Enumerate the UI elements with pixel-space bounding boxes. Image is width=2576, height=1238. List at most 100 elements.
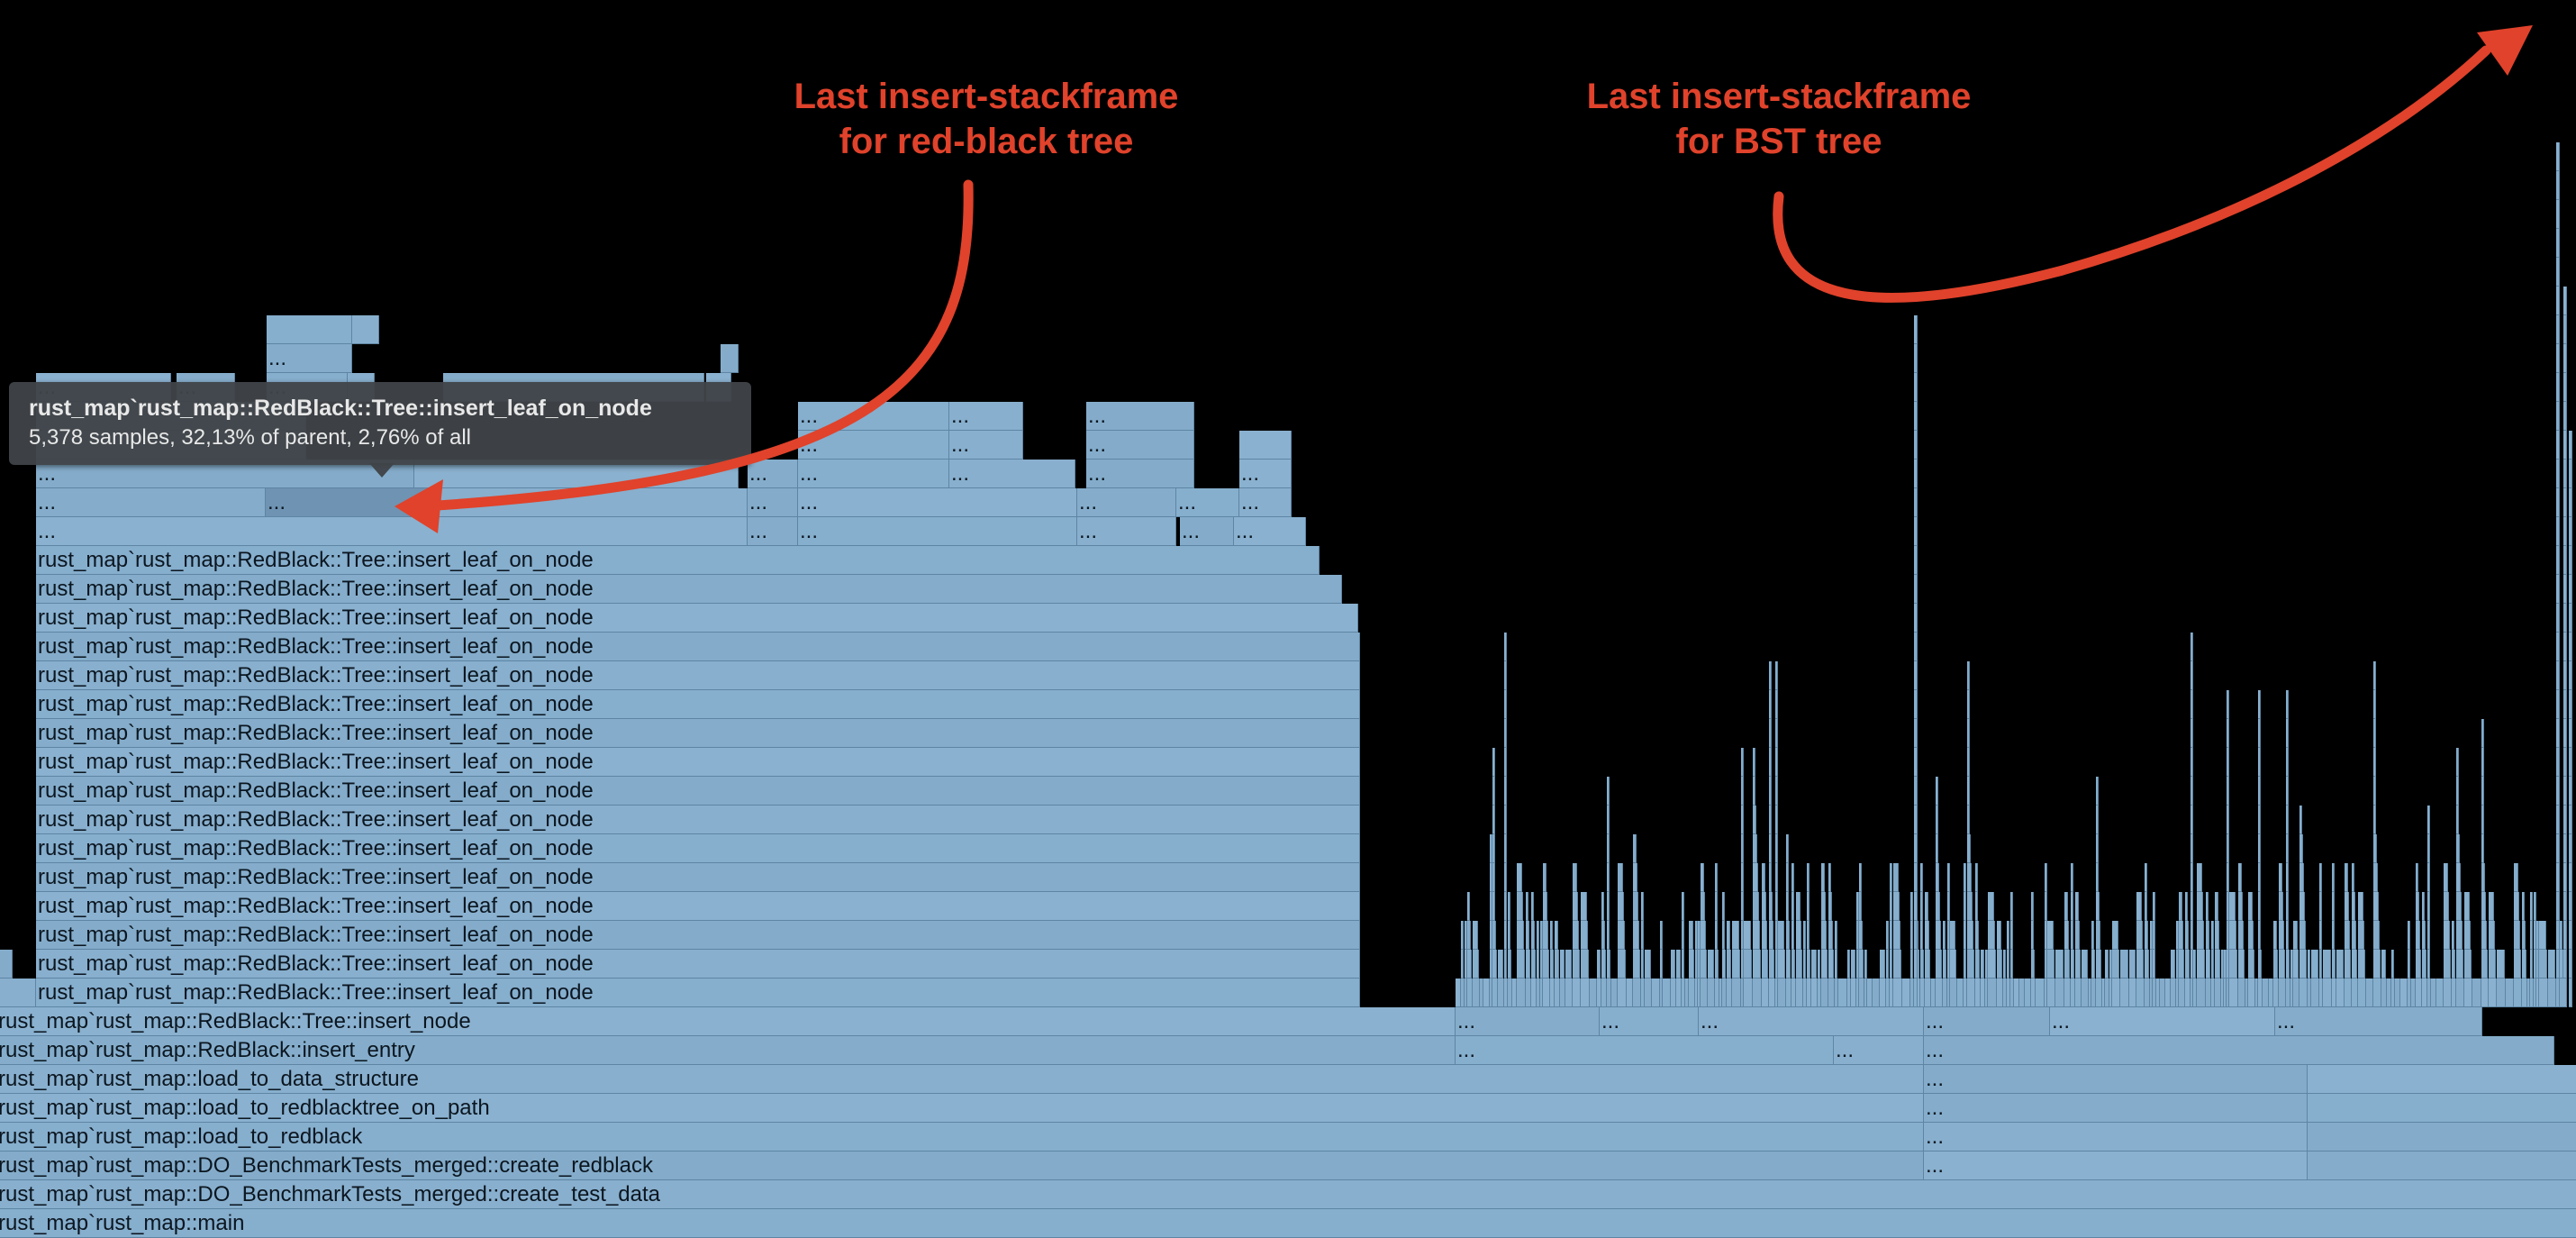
stack-frame[interactable] <box>1504 950 1507 979</box>
stack-frame[interactable] <box>1492 806 1495 834</box>
stack-frame[interactable] <box>1807 921 1810 950</box>
stack-frame[interactable] <box>1465 950 1467 979</box>
stack-frame[interactable] <box>2569 546 2572 575</box>
stack-frame[interactable] <box>1715 921 1718 950</box>
stack-frame[interactable] <box>2071 921 2073 950</box>
stack-frame[interactable] <box>2563 287 2567 315</box>
stack-frame[interactable] <box>2308 979 2311 1007</box>
stack-frame[interactable] <box>1828 950 1834 979</box>
frame-ellipsis[interactable]: ... <box>949 402 1023 431</box>
stack-frame[interactable] <box>1967 748 1970 777</box>
stack-frame[interactable] <box>1526 921 1529 950</box>
stack-frame[interactable] <box>1914 690 1918 719</box>
stack-frame[interactable] <box>1695 921 1698 950</box>
stack-frame[interactable] <box>1936 892 1940 921</box>
stack-frame[interactable] <box>2431 979 2436 1007</box>
stack-frame[interactable] <box>1537 950 1539 979</box>
stack-frame[interactable] <box>2229 921 2236 950</box>
frame-ellipsis[interactable]: ... <box>1924 1094 2308 1123</box>
frame-insert-leaf-on-node[interactable]: rust_map`rust_map::RedBlack::Tree::inser… <box>36 863 1360 892</box>
stack-frame[interactable] <box>1607 921 1610 950</box>
stack-frame[interactable] <box>2165 979 2171 1007</box>
stack-frame[interactable] <box>1914 748 1918 777</box>
stack-frame[interactable] <box>2082 979 2089 1007</box>
stack-frame[interactable] <box>1967 719 1970 748</box>
stack-frame[interactable] <box>1682 950 1684 979</box>
stack-frame[interactable] <box>1695 979 1698 1007</box>
stack-frame[interactable] <box>1456 979 1461 1007</box>
stack-frame[interactable] <box>2136 979 2145 1007</box>
stack-frame[interactable] <box>1786 921 1790 950</box>
stack-frame[interactable] <box>1618 892 1624 921</box>
stack-frame[interactable] <box>2556 315 2560 344</box>
stack-frame[interactable] <box>1893 979 1902 1007</box>
stack-frame[interactable] <box>1988 979 1997 1007</box>
stack-frame[interactable] <box>2464 921 2471 950</box>
stack-frame[interactable] <box>1508 892 1510 921</box>
stack-frame[interactable] <box>1741 979 1744 1007</box>
frame-ellipsis[interactable]: ... <box>1699 1007 1924 1036</box>
stack-frame[interactable] <box>2286 834 2289 863</box>
stack-frame[interactable] <box>1775 921 1778 950</box>
stack-frame[interactable] <box>2332 921 2335 950</box>
stack-frame[interactable] <box>1967 834 1971 863</box>
stack-frame[interactable] <box>1641 921 1644 950</box>
stack-frame[interactable] <box>2395 979 2400 1007</box>
stack-frame[interactable] <box>2422 979 2427 1007</box>
stack-frame[interactable] <box>2120 950 2128 979</box>
stack-frame[interactable] <box>2452 921 2454 950</box>
stack-frame[interactable] <box>1504 863 1507 892</box>
stack-frame[interactable] <box>2245 979 2248 1007</box>
stack-frame[interactable] <box>2556 892 2560 921</box>
stack-frame[interactable] <box>1682 921 1684 950</box>
stack-frame[interactable] <box>2569 431 2572 460</box>
stack-frame[interactable] <box>1490 921 1492 950</box>
stack-frame[interactable] <box>1715 979 1719 1007</box>
stack-frame[interactable] <box>2569 921 2572 950</box>
stack-frame[interactable] <box>2489 892 2494 921</box>
stack-frame[interactable] <box>2481 719 2484 748</box>
stack-frame[interactable] <box>2191 979 2193 1007</box>
stack-frame[interactable] <box>2373 921 2380 950</box>
stack-frame[interactable] <box>1985 950 1988 979</box>
stack-frame[interactable] <box>1560 950 1565 979</box>
stack-frame[interactable] <box>1859 863 1862 892</box>
stack-frame[interactable] <box>2536 921 2539 950</box>
stack-frame[interactable] <box>2569 834 2572 863</box>
stack-frame[interactable] <box>2150 979 2153 1007</box>
stack-frame[interactable] <box>2229 892 2236 921</box>
stack-frame[interactable] <box>1565 979 1573 1007</box>
stack-frame[interactable] <box>2352 979 2358 1007</box>
stack-frame[interactable] <box>1851 950 1855 979</box>
stack-frame[interactable] <box>1492 777 1495 806</box>
stack-frame[interactable] <box>1715 892 1718 921</box>
stack-frame[interactable] <box>1708 979 1715 1007</box>
stack-frame[interactable] <box>1859 921 1863 950</box>
frame-load-to-redblack[interactable]: rust_map`rust_map::load_to_redblack <box>0 1123 1924 1152</box>
stack-frame[interactable] <box>1914 921 1918 950</box>
stack-frame[interactable] <box>2444 950 2451 979</box>
stack-frame[interactable] <box>2556 229 2560 258</box>
stack-frame[interactable] <box>1914 834 1918 863</box>
stack-frame[interactable] <box>1504 806 1507 834</box>
stack-frame[interactable] <box>0 979 36 1007</box>
stack-frame[interactable] <box>2286 979 2290 1007</box>
stack-frame[interactable] <box>1975 892 1978 921</box>
stack-frame[interactable] <box>1573 892 1578 921</box>
stack-frame[interactable] <box>2556 287 2560 315</box>
stack-frame[interactable] <box>1698 921 1701 950</box>
stack-frame[interactable] <box>2319 979 2323 1007</box>
stack-frame[interactable] <box>1786 863 1789 892</box>
stack-frame[interactable] <box>2456 806 2459 834</box>
stack-frame[interactable] <box>2563 373 2567 402</box>
stack-frame[interactable] <box>2136 921 2143 950</box>
stack-frame[interactable] <box>1508 950 1511 979</box>
stack-frame[interactable] <box>2497 979 2506 1007</box>
stack-frame[interactable] <box>2416 921 2420 950</box>
stack-frame[interactable] <box>2007 921 2009 950</box>
stack-frame[interactable] <box>2400 979 2408 1007</box>
stack-frame[interactable] <box>1762 892 1766 921</box>
stack-frame[interactable] <box>1701 979 1708 1007</box>
stack-frame[interactable] <box>2563 921 2567 950</box>
stack-frame[interactable] <box>2229 950 2237 979</box>
